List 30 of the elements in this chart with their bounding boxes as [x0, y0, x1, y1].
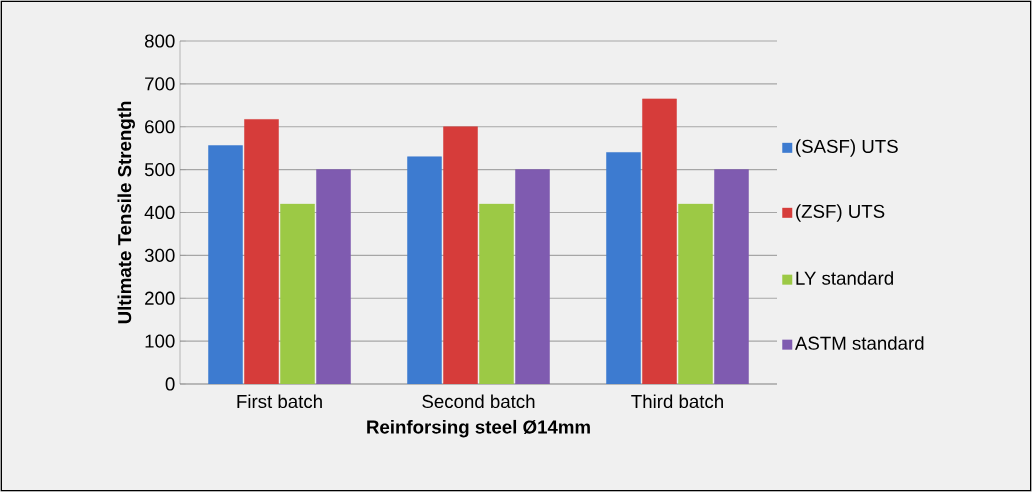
legend-label: LY standard	[796, 271, 893, 285]
x-tick-label: First batch	[237, 394, 322, 409]
y-tick-label: 200	[145, 291, 175, 305]
y-tick-label: 600	[145, 120, 175, 134]
x-axis-title: Reinforsing steel Ø14mm	[367, 419, 590, 438]
bar	[316, 169, 351, 384]
y-tick-label: 800	[144, 34, 175, 48]
y-axis-title: Ultimate Tensile Strength	[117, 101, 135, 324]
bar	[678, 203, 713, 384]
bar	[407, 156, 442, 384]
bar	[479, 203, 514, 384]
legend-label: ASTM standard	[794, 336, 924, 350]
bar	[714, 169, 749, 384]
x-tick-label: Third batch	[631, 394, 723, 409]
y-tick-label: 100	[145, 334, 175, 348]
bar	[606, 152, 641, 384]
bar	[515, 169, 550, 384]
y-tick-label: 0	[165, 377, 175, 391]
y-tick-label: 300	[144, 248, 175, 262]
bar	[280, 203, 315, 384]
x-tick-label: Second batch	[422, 394, 535, 409]
legend-label: (ZSF) UTS	[796, 204, 885, 222]
bar	[642, 98, 677, 384]
legend-label: (SASF) UTS	[796, 139, 898, 157]
y-tick-label: 400	[144, 205, 175, 220]
y-tick-label: 500	[144, 163, 175, 177]
bar	[208, 145, 243, 384]
y-tick-label: 700	[145, 77, 175, 91]
bar	[443, 126, 478, 384]
bar	[244, 119, 279, 384]
